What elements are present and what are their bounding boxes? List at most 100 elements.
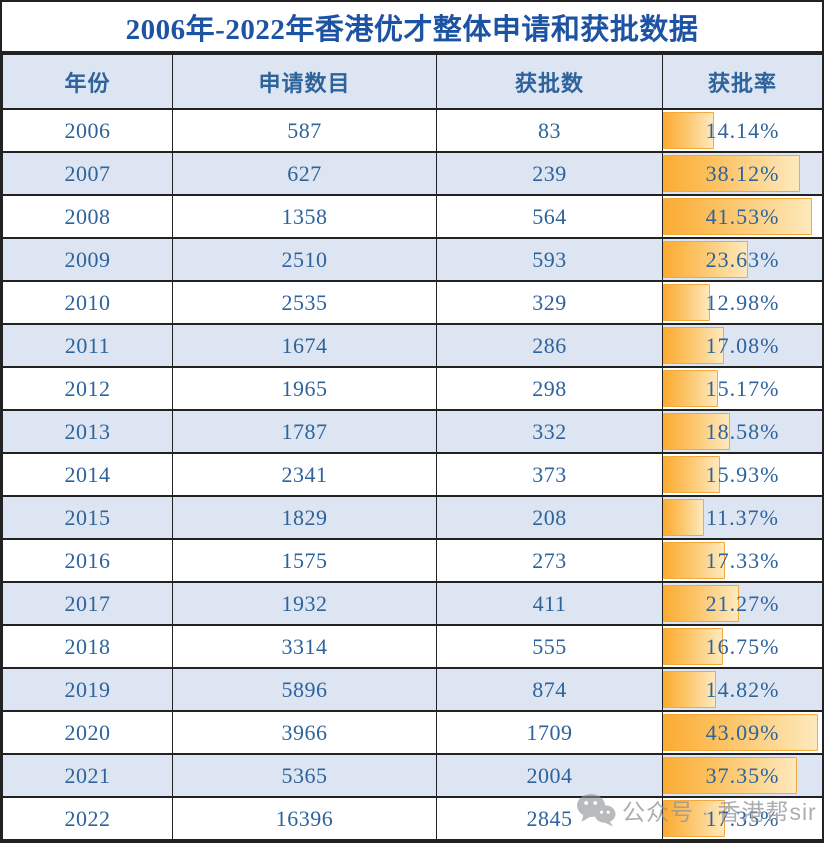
approval-rate-databar: [663, 714, 819, 751]
approvals-cell: 332: [436, 409, 663, 454]
applications-cell: 5896: [172, 667, 437, 712]
year-cell: 2011: [2, 323, 173, 368]
approval-rate-databar: [663, 112, 714, 149]
approval-rate-value: 41.53%: [705, 203, 780, 229]
table-header: 年份 申请数目 获批数 获批率: [2, 53, 822, 110]
table-row: 2017 1932 411 21.27%: [2, 581, 822, 626]
table-title: 2006年-2022年香港优才整体申请和获批数据: [125, 13, 699, 46]
approval-rate-cell: 17.33%: [662, 538, 822, 583]
year-cell: 2019: [2, 667, 173, 712]
table-row: 2020 3966 1709 43.09%: [2, 710, 822, 755]
approval-rate-databar: [663, 327, 725, 364]
approval-rate-databar: [663, 800, 726, 837]
approval-rate-databar: [663, 585, 740, 622]
approval-rate-value: 43.09%: [705, 719, 780, 745]
approval-rate-cell: 11.37%: [662, 495, 822, 540]
year-cell: 2015: [2, 495, 173, 540]
approval-rate-value: 17.33%: [705, 547, 780, 573]
applications-cell: 1787: [172, 409, 437, 454]
year-cell: 2021: [2, 753, 173, 798]
table-row: 2012 1965 298 15.17%: [2, 366, 822, 411]
approval-rate-value: 38.12%: [705, 160, 780, 186]
approval-rate-cell: 17.08%: [662, 323, 822, 368]
approvals-cell: 2004: [436, 753, 663, 798]
year-cell: 2009: [2, 237, 173, 282]
approval-rate-value: 15.17%: [705, 375, 780, 401]
table-row: 2022 16396 2845 17.35%: [2, 796, 822, 841]
approvals-cell: 273: [436, 538, 663, 583]
approval-rate-cell: 21.27%: [662, 581, 822, 626]
approval-rate-databar: [663, 757, 798, 794]
approvals-cell: 874: [436, 667, 663, 712]
year-cell: 2018: [2, 624, 173, 669]
approvals-cell: 286: [436, 323, 663, 368]
approval-rate-cell: 15.93%: [662, 452, 822, 497]
approvals-cell: 373: [436, 452, 663, 497]
approval-rate-value: 14.14%: [705, 117, 780, 143]
applications-cell: 3966: [172, 710, 437, 755]
table-row: 2021 5365 2004 37.35%: [2, 753, 822, 798]
table-row: 2007 627 239 38.12%: [2, 151, 822, 196]
year-cell: 2007: [2, 151, 173, 196]
approval-rate-value: 17.35%: [705, 805, 780, 831]
approval-rate-cell: 18.58%: [662, 409, 822, 454]
approval-rate-cell: 14.14%: [662, 108, 822, 153]
approvals-cell: 329: [436, 280, 663, 325]
table-row: 2008 1358 564 41.53%: [2, 194, 822, 239]
applications-cell: 1358: [172, 194, 437, 239]
applications-cell: 1575: [172, 538, 437, 583]
table-row: 2006 587 83 14.14%: [2, 108, 822, 153]
header-approval-rate: 获批率: [662, 53, 822, 110]
approval-rate-value: 16.75%: [705, 633, 780, 659]
table-row: 2015 1829 208 11.37%: [2, 495, 822, 540]
header-applications: 申请数目: [172, 53, 437, 110]
approval-rate-value: 14.82%: [705, 676, 780, 702]
year-cell: 2008: [2, 194, 173, 239]
approval-rate-databar: [663, 155, 801, 192]
year-cell: 2012: [2, 366, 173, 411]
header-year: 年份: [2, 53, 173, 110]
header-row: 年份 申请数目 获批数 获批率: [2, 53, 822, 110]
year-cell: 2017: [2, 581, 173, 626]
year-cell: 2014: [2, 452, 173, 497]
year-cell: 2016: [2, 538, 173, 583]
applications-cell: 3314: [172, 624, 437, 669]
table-row: 2013 1787 332 18.58%: [2, 409, 822, 454]
approvals-cell: 593: [436, 237, 663, 282]
table-row: 2016 1575 273 17.33%: [2, 538, 822, 583]
approvals-cell: 239: [436, 151, 663, 196]
applications-cell: 1829: [172, 495, 437, 540]
applications-cell: 1965: [172, 366, 437, 411]
approvals-cell: 555: [436, 624, 663, 669]
year-cell: 2022: [2, 796, 173, 841]
approval-rate-value: 37.35%: [705, 762, 780, 788]
approvals-cell: 411: [436, 581, 663, 626]
year-cell: 2013: [2, 409, 173, 454]
applications-cell: 16396: [172, 796, 437, 841]
approval-rate-cell: 37.35%: [662, 753, 822, 798]
approval-rate-databar: [663, 671, 717, 708]
header-approvals: 获批数: [436, 53, 663, 110]
table-row: 2019 5896 874 14.82%: [2, 667, 822, 712]
table-row: 2018 3314 555 16.75%: [2, 624, 822, 669]
table-row: 2009 2510 593 23.63%: [2, 237, 822, 282]
approval-rate-value: 23.63%: [705, 246, 780, 272]
approval-rate-cell: 38.12%: [662, 151, 822, 196]
table-row: 2014 2341 373 15.93%: [2, 452, 822, 497]
approval-rate-databar: [663, 413, 730, 450]
table-title-row: 2006年-2022年香港优才整体申请和获批数据: [2, 2, 822, 53]
approval-rate-value: 17.08%: [705, 332, 780, 358]
approval-rate-value: 15.93%: [705, 461, 780, 487]
approval-rate-cell: 14.82%: [662, 667, 822, 712]
approvals-cell: 298: [436, 366, 663, 411]
approval-rate-cell: 43.09%: [662, 710, 822, 755]
approvals-cell: 564: [436, 194, 663, 239]
approval-rate-databar: [663, 241, 749, 278]
approval-rate-cell: 41.53%: [662, 194, 822, 239]
approval-rate-cell: 12.98%: [662, 280, 822, 325]
approval-rate-value: 21.27%: [705, 590, 780, 616]
table-row: 2011 1674 286 17.08%: [2, 323, 822, 368]
year-cell: 2006: [2, 108, 173, 153]
approvals-cell: 2845: [436, 796, 663, 841]
